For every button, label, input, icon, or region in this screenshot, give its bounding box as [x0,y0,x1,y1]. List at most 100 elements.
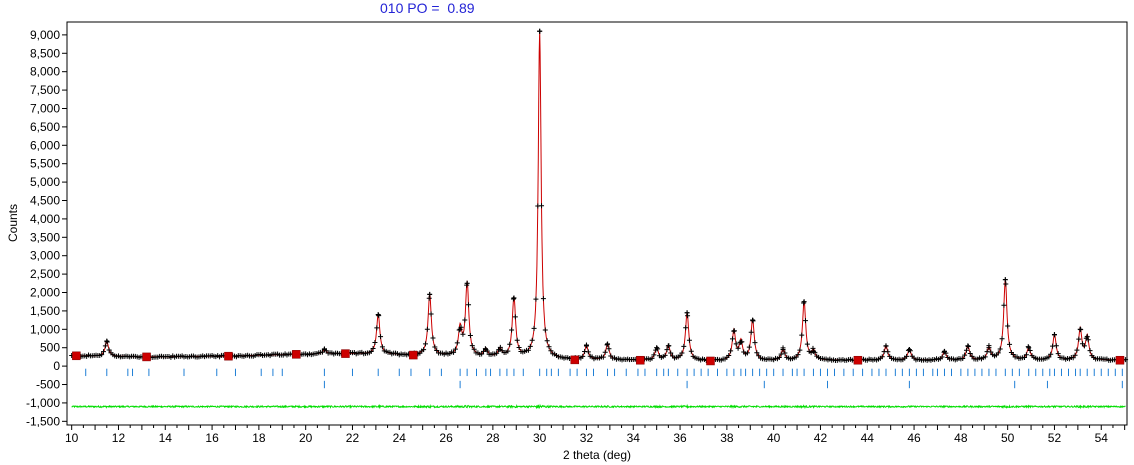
observed-peak-point [750,317,756,323]
observed-point [467,332,473,338]
observed-point [967,351,973,357]
observed-peak-point [427,291,433,297]
observed-point [1001,302,1007,308]
observed-point [378,334,384,340]
y-tick-label: 5,500 [30,157,60,171]
observed-peak-point [1026,345,1032,351]
observed-point [512,314,518,320]
observed-peak-point [321,347,327,353]
observed-point [752,340,758,346]
observed-peak-point [965,343,971,349]
x-tick-label: 32 [580,431,594,445]
observed-point [735,345,741,351]
observed-point [686,337,692,343]
background-point [341,349,350,358]
observed-point [539,203,545,209]
y-tick-label: -500 [36,378,60,392]
background-point [224,351,233,361]
observed-point [728,348,734,354]
observed-point [885,349,891,355]
observed-point [982,354,988,360]
x-axis-label: 2 theta (deg) [563,448,631,462]
y-tick-label: 4,500 [30,193,60,207]
x-tick-label: 54 [1095,431,1109,445]
observed-point [99,352,105,358]
y-tick-label: 8,500 [30,46,60,60]
x-tick-label: 50 [1001,431,1015,445]
observed-point [505,348,511,354]
observed-point [531,325,537,331]
observed-peak-point [801,299,807,305]
observed-point [733,341,739,347]
difference-curve [71,403,1126,410]
x-tick-label: 12 [112,431,126,445]
x-tick-label: 26 [439,431,453,445]
observed-point [471,346,477,352]
observed-point [540,296,546,302]
observed-point [509,327,515,333]
reflection-markers [85,368,1123,389]
x-tick-label: 22 [346,431,360,445]
observed-point [664,347,670,353]
observed-point [1022,354,1028,360]
x-tick-label: 24 [393,431,407,445]
x-tick-label: 16 [205,431,219,445]
observed-peak-point [883,343,889,349]
x-tick-label: 18 [252,431,266,445]
observed-point [744,350,750,356]
y-tick-label: 4,000 [30,212,60,226]
x-tick-label: 46 [907,431,921,445]
x-tick-label: 14 [159,431,173,445]
observed-peak-point [738,339,744,345]
observed-point [533,296,539,302]
observed-peak-point [941,348,947,354]
observed-point [679,350,685,356]
observed-point [479,351,485,357]
observed-point [1074,347,1080,353]
background-point [142,352,151,362]
y-tick-label: 0 [53,359,60,373]
observed-point [960,355,966,361]
observed-point [962,352,968,358]
observed-peak-point [986,345,992,351]
observed-point [106,347,112,353]
y-tick-label: -1,500 [26,414,60,428]
observed-peak-point [1051,332,1057,338]
observed-point [1085,337,1091,343]
y-tick-label: 6,000 [30,138,60,152]
y-tick-label: 500 [40,341,60,355]
y-tick-label: 5,000 [30,175,60,189]
y-tick-label: 1,000 [30,322,60,336]
plot-frame [66,21,1128,426]
observed-point [776,354,782,360]
observed-point [516,344,522,350]
observed-peak-point [1077,326,1083,332]
observed-point [101,349,107,355]
observed-point [1007,341,1013,347]
x-tick-label: 40 [767,431,781,445]
y-axis: -1,500 -1,000 -500 0 500 1,000 1,500 2,000 2,500… [26,28,67,428]
observed-peak-point [375,312,381,318]
observed-point [585,349,591,355]
background-point [853,355,863,365]
observed-peak-point [731,328,737,334]
x-axis: 10 12 14 16 18 20 22 24 26 28 30 32 34 36 38 40 42 44 46 48… [65,425,1126,445]
y-tick-label: 7,500 [30,83,60,97]
observed-point [662,352,668,358]
background-points [72,349,1125,366]
observed-point [754,350,760,356]
observed-point [368,349,374,355]
observed-point [1023,352,1029,358]
y-tick-label: 6,500 [30,120,60,134]
observed-point [546,344,552,350]
observed-point [729,336,735,342]
y-tick-label: 8,000 [30,65,60,79]
observed-point [430,335,436,341]
observed-point [782,350,788,356]
observed-peak-point [537,28,543,34]
observed-peak-point [810,348,816,354]
observed-point [1003,281,1009,287]
observed-point [421,347,427,353]
background-point [570,355,580,365]
observed-point [797,347,803,353]
